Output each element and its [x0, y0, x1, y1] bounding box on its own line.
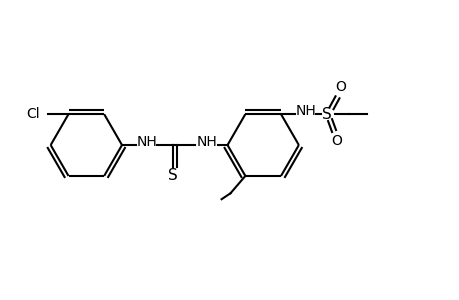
- Text: S: S: [168, 168, 178, 183]
- Text: O: O: [334, 80, 345, 94]
- Text: NH: NH: [196, 135, 217, 149]
- Text: NH: NH: [295, 104, 315, 118]
- Text: Cl: Cl: [27, 107, 40, 121]
- Text: O: O: [331, 134, 341, 148]
- Text: S: S: [321, 107, 331, 122]
- Text: NH: NH: [136, 135, 157, 149]
